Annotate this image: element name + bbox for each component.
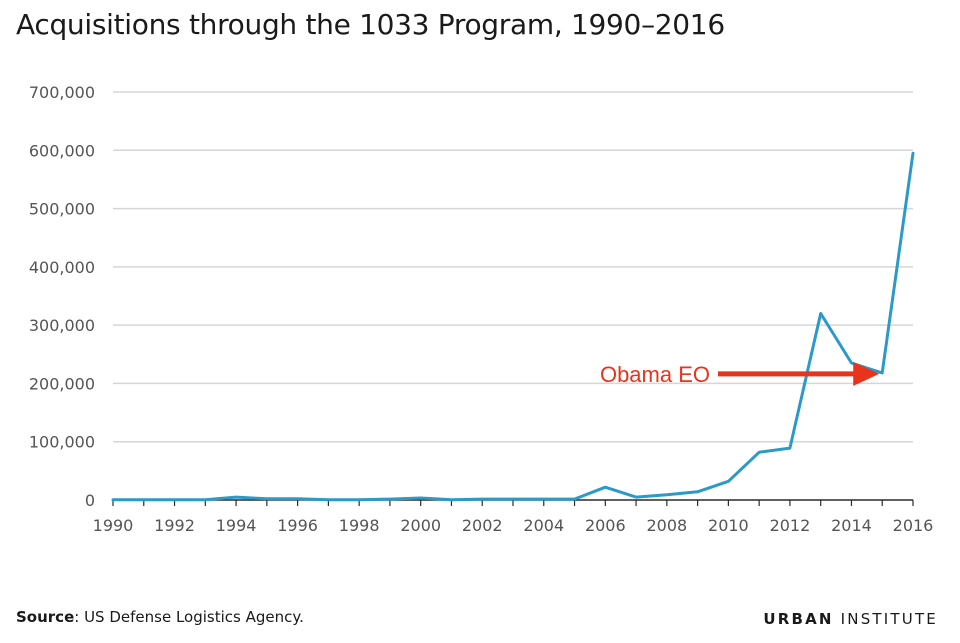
series-layer: [111, 151, 916, 502]
data-point: [695, 489, 700, 494]
data-point: [603, 485, 608, 490]
data-point: [172, 497, 177, 502]
x-axis: 1990 1992 1994 1996 1998 2000 2002 2004 2006 2008…: [93, 499, 934, 535]
source-note: Source: US Defense Logistics Agency.: [16, 608, 304, 626]
chart-title: Acquisitions through the 1033 Program, 1…: [16, 8, 725, 41]
annotation-layer: Obama EO: [600, 361, 880, 387]
data-point: [480, 497, 485, 502]
data-point: [418, 495, 423, 500]
data-point: [634, 495, 639, 500]
logo-part-urban: URBAN: [763, 610, 834, 628]
data-point: [572, 497, 577, 502]
x-tick-label: 2002: [462, 516, 503, 535]
y-tick-label: 0: [85, 491, 95, 510]
x-tick-label: 1992: [154, 516, 195, 535]
data-point: [264, 496, 269, 501]
data-point: [787, 446, 792, 451]
series-line: [111, 151, 915, 502]
y-tick-label: 400,000: [29, 258, 95, 277]
x-tick-label: 1996: [277, 516, 318, 535]
x-tick-label: 1994: [216, 516, 257, 535]
data-point: [141, 497, 146, 502]
data-point: [757, 450, 762, 455]
source-label: Source: [16, 608, 75, 626]
data-point: [880, 370, 885, 375]
y-tick-label: 600,000: [29, 141, 95, 160]
logo-part-institute: INSTITUTE: [833, 610, 938, 628]
data-point: [203, 497, 208, 502]
data-point: [511, 497, 516, 502]
data-point: [911, 151, 916, 156]
source-text: : US Defense Logistics Agency.: [74, 608, 304, 626]
urban-institute-logo: URBAN INSTITUTE: [763, 610, 938, 628]
annotation-label: Obama EO: [600, 362, 710, 387]
x-tick-label: 1998: [339, 516, 380, 535]
x-tick-label: 2010: [708, 516, 749, 535]
y-tick-label: 300,000: [29, 316, 95, 335]
x-tick-label: 2008: [646, 516, 687, 535]
data-point: [295, 496, 300, 501]
y-tick-label: 500,000: [29, 200, 95, 219]
x-tick-label: 2014: [831, 516, 872, 535]
y-tick-label: 200,000: [29, 374, 95, 393]
data-point: [449, 497, 454, 502]
data-point: [234, 495, 239, 500]
x-tick-label: 2016: [893, 516, 934, 535]
x-tick-label: 2004: [523, 516, 564, 535]
data-point: [664, 492, 669, 497]
y-tick-label: 100,000: [29, 433, 95, 452]
data-point: [387, 497, 392, 502]
annotation-arrow-head: [853, 361, 880, 386]
data-point: [357, 497, 362, 502]
gridlines: [113, 91, 913, 443]
data-point: [541, 497, 546, 502]
data-point: [326, 497, 331, 502]
y-tick-label: 700,000: [29, 83, 95, 102]
data-point: [111, 497, 116, 502]
x-tick-label: 2012: [770, 516, 811, 535]
y-axis-ticks: 0 100,000 200,000 300,000 400,000 500,000 600,…: [29, 83, 95, 510]
x-tick-label: 2006: [585, 516, 626, 535]
data-point: [726, 479, 731, 484]
x-tick-label: 2000: [400, 516, 441, 535]
data-point: [849, 361, 854, 366]
x-tick-label: 1990: [93, 516, 134, 535]
data-point: [818, 311, 823, 316]
